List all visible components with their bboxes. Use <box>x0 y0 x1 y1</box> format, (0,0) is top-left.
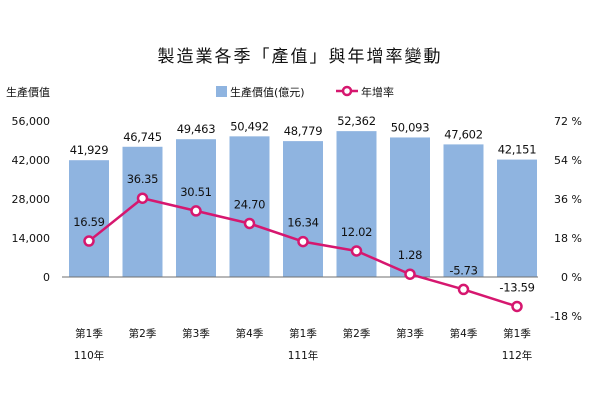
line-point <box>404 268 416 280</box>
year-label: 112年 <box>502 349 533 362</box>
bar-series: 41,929 46,745 49,463 50,492 48,779 52,362 50,0… <box>69 114 537 277</box>
right-tick-label: 36 % <box>554 193 582 206</box>
line-value-label: 36.35 <box>127 172 158 186</box>
category-label: 第4季 <box>450 327 478 340</box>
left-tick-label: 28,000 <box>12 193 51 206</box>
bar <box>69 160 109 277</box>
line-point <box>297 235 309 248</box>
bar-value-label: 50,492 <box>230 119 268 133</box>
category-label: 第3季 <box>182 327 210 340</box>
category-label: 第4季 <box>236 327 264 340</box>
line-point <box>243 217 256 230</box>
right-tick-label: -18 % <box>550 310 582 323</box>
bar <box>229 136 270 277</box>
right-tick-label: 18 % <box>554 232 582 245</box>
category-label: 第2季 <box>129 327 157 340</box>
bar <box>390 137 430 277</box>
category-label: 第2季 <box>343 327 371 340</box>
line-value-label: 1.28 <box>398 248 422 262</box>
bar <box>443 144 484 277</box>
line-point <box>190 205 202 217</box>
line-value-label: 12.02 <box>341 225 372 239</box>
legend-line-marker <box>341 85 353 97</box>
left-axis-label: 生產價值 <box>6 85 50 99</box>
bar <box>497 159 537 277</box>
legend-bar-label: 生產價值(億元) <box>230 85 305 99</box>
line-series: 16.59 36.35 30.51 24.70 16.34 12.02 1.28 -5.73 -… <box>73 172 535 313</box>
bar-value-label: 48,779 <box>284 124 322 138</box>
bar-value-label: 46,745 <box>123 130 161 144</box>
bar-value-label: 49,463 <box>177 122 215 136</box>
bar-value-label: 52,362 <box>337 114 375 128</box>
legend-bar-swatch <box>216 86 227 97</box>
category-label: 第1季 <box>503 327 531 340</box>
bar-value-label: 42,151 <box>498 143 536 157</box>
line-value-label: -5.73 <box>449 263 477 277</box>
line-value-label: 16.59 <box>73 215 104 229</box>
right-tick-label: 54 % <box>554 154 582 167</box>
year-label: 110年 <box>74 349 105 362</box>
line-point <box>136 192 149 204</box>
line-point <box>83 235 95 247</box>
left-axis: 0 14,000 28,000 42,000 56,000 <box>12 115 51 284</box>
line-point <box>457 283 470 296</box>
line-value-label: 24.70 <box>234 197 265 211</box>
left-tick-label: 56,000 <box>12 115 51 128</box>
line-point <box>511 300 523 313</box>
left-tick-label: 42,000 <box>12 154 51 167</box>
legend: 生產價值(億元) 年增率 <box>216 85 394 99</box>
line-value-label: 30.51 <box>180 185 211 199</box>
category-label: 第1季 <box>75 327 103 340</box>
category-label: 第3季 <box>396 327 424 340</box>
bar <box>122 146 163 277</box>
bar-value-label: 47,602 <box>444 127 482 141</box>
legend-line-label: 年增率 <box>361 85 394 99</box>
right-tick-label: 0 % <box>561 271 582 284</box>
left-tick-label: 0 <box>43 271 50 284</box>
left-tick-label: 14,000 <box>12 232 51 245</box>
year-label: 111年 <box>288 349 319 362</box>
line-point <box>350 245 363 257</box>
category-axis: 第1季 第2季 第3季 第4季 第1季 第2季 第3季 第4季 第1季 110年 111年 112年 <box>74 327 533 362</box>
right-axis: -18 % 0 % 18 % 36 % 54 % 72 % <box>550 115 582 323</box>
bar-value-label: 50,093 <box>391 120 429 134</box>
bar-value-label: 41,929 <box>70 143 108 157</box>
category-label: 第1季 <box>289 327 317 340</box>
line-value-label: 16.34 <box>287 216 318 230</box>
right-tick-label: 72 % <box>554 115 582 128</box>
line-value-label: -13.59 <box>499 280 534 294</box>
bar <box>283 141 323 277</box>
chart-title: 製造業各季「產值」與年增率變動 <box>158 47 443 67</box>
